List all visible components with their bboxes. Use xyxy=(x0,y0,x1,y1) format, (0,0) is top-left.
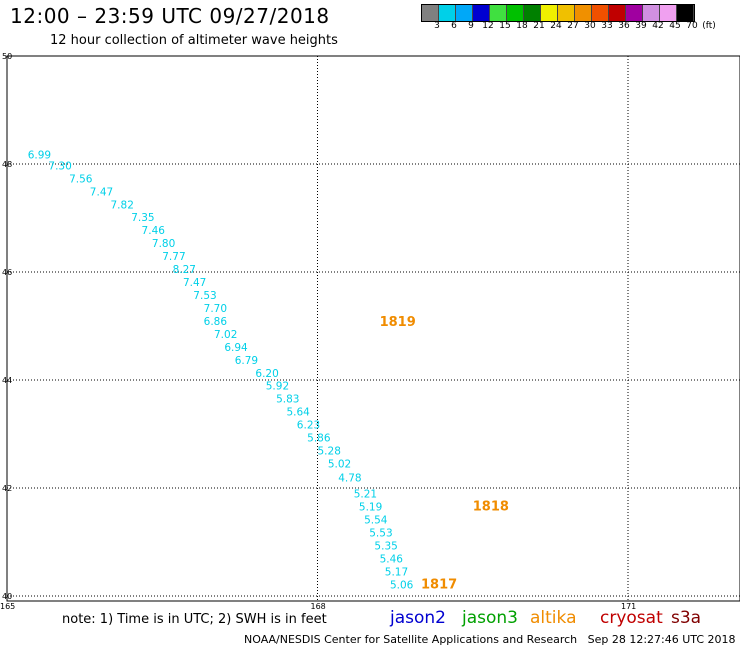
colorbar-swatch xyxy=(592,5,609,21)
legend-satellite-s3a: s3a xyxy=(671,608,702,628)
swh-value: 7.70 xyxy=(204,303,227,315)
swh-value: 7.35 xyxy=(131,212,154,224)
colorbar-label: 30 xyxy=(584,21,596,31)
colorbar-swatch xyxy=(473,5,490,21)
swh-value: 5.86 xyxy=(307,433,331,445)
colorbar-swatch xyxy=(456,5,473,21)
legend-note: note: 1) Time is in UTC; 2) SWH is in fe… xyxy=(62,612,327,627)
swh-value: 7.47 xyxy=(183,277,206,289)
colorbar-swatch xyxy=(575,5,592,21)
lat-label: 44 xyxy=(2,376,12,385)
page-subtitle: 12 hour collection of altimeter wave hei… xyxy=(50,33,338,48)
legend-satellite-jason2: jason2 xyxy=(390,608,446,628)
swh-value: 5.19 xyxy=(359,502,382,514)
colorbar-label: 12 xyxy=(482,21,494,31)
swh-value: 5.35 xyxy=(374,541,397,553)
colorbar-swatch xyxy=(422,5,439,21)
swh-value: 7.56 xyxy=(69,173,93,185)
footer-credit: NOAA/NESDIS Center for Satellite Applica… xyxy=(244,633,736,646)
swh-value: 6.99 xyxy=(28,150,51,162)
swh-value: 7.46 xyxy=(142,225,166,237)
swh-value: 7.47 xyxy=(90,186,113,198)
colorbar-label: 42 xyxy=(652,21,664,31)
colorbar-label: 6 xyxy=(451,21,457,31)
lat-label: 42 xyxy=(2,484,12,493)
lon-label: 165 xyxy=(0,602,15,610)
colorbar-label: 33 xyxy=(601,21,613,31)
colorbar-label: 15 xyxy=(499,21,511,31)
swh-value: 6.79 xyxy=(235,355,258,367)
pass-time-label: 1818 xyxy=(473,500,509,515)
swh-value: 5.06 xyxy=(390,579,414,591)
legend-satellite-altika: altika xyxy=(530,608,577,628)
colorbar-label: 36 xyxy=(618,21,630,31)
colorbar-swatch xyxy=(524,5,541,21)
colorbar-swatch xyxy=(626,5,643,21)
swh-value: 5.21 xyxy=(354,489,377,501)
colorbar-label: 45 xyxy=(669,21,681,31)
swh-value: 6.20 xyxy=(255,368,278,380)
colorbar-swatch xyxy=(677,5,694,21)
colorbar-label: 21 xyxy=(533,21,545,31)
swh-value: 7.80 xyxy=(152,238,175,250)
lat-label: 40 xyxy=(2,592,12,601)
colorbar-swatch xyxy=(643,5,660,21)
swh-value: 5.02 xyxy=(328,458,351,470)
colorbar-swatch xyxy=(541,5,558,21)
colorbar-label: 24 xyxy=(550,21,562,31)
colorbar-label: 9 xyxy=(468,21,474,31)
swh-value: 7.53 xyxy=(193,290,216,302)
swh-value: 7.77 xyxy=(162,251,185,263)
colorbar-label: 70 xyxy=(686,21,698,31)
swh-value: 5.64 xyxy=(286,407,310,419)
lat-label: 50 xyxy=(2,52,12,61)
swh-value: 5.28 xyxy=(318,446,341,458)
colorbar-swatch xyxy=(507,5,524,21)
lat-label: 48 xyxy=(2,160,12,169)
lon-label: 171 xyxy=(621,602,636,610)
satellite-legend: jason2 jason3 altika cryosat s3a xyxy=(0,606,740,636)
swh-value: 7.02 xyxy=(214,329,237,341)
page-title: 12:00 – 23:59 UTC 09/27/2018 xyxy=(10,4,330,28)
swh-value: 5.53 xyxy=(369,528,392,540)
pass-time-label: 1819 xyxy=(380,315,416,330)
colorbar-label: 27 xyxy=(567,21,579,31)
colorbar-label: 3 xyxy=(434,21,440,31)
swh-value: 5.54 xyxy=(364,515,388,527)
colorbar-swatch xyxy=(660,5,677,21)
swh-value: 5.17 xyxy=(385,566,408,578)
swh-value: 6.23 xyxy=(297,420,320,432)
colorbar-swatch xyxy=(609,5,626,21)
colorbar-swatch xyxy=(558,5,575,21)
legend-satellite-cryosat: cryosat xyxy=(600,608,663,628)
colorbar-label: 18 xyxy=(516,21,528,31)
swh-value: 5.46 xyxy=(380,554,404,566)
swh-value: 7.30 xyxy=(48,160,71,172)
colorbar-label: 39 xyxy=(635,21,647,31)
pass-time-label: 1817 xyxy=(421,577,457,592)
swh-value: 6.86 xyxy=(204,316,228,328)
swh-value: 5.83 xyxy=(276,394,299,406)
colorbar-swatch xyxy=(439,5,456,21)
swh-value: 5.92 xyxy=(266,381,289,393)
lon-label: 168 xyxy=(311,602,326,610)
lat-label: 46 xyxy=(2,268,12,277)
colorbar xyxy=(421,4,695,22)
colorbar-label: (ft) xyxy=(702,21,716,31)
swh-value: 8.27 xyxy=(173,264,196,276)
wave-height-map: 5048464442401651681711741776.997.307.567… xyxy=(0,52,740,610)
swh-value: 4.78 xyxy=(338,473,361,485)
legend-satellite-jason3: jason3 xyxy=(462,608,518,628)
swh-value: 6.94 xyxy=(224,342,248,354)
swh-value: 7.82 xyxy=(111,199,134,211)
colorbar-swatch xyxy=(490,5,507,21)
